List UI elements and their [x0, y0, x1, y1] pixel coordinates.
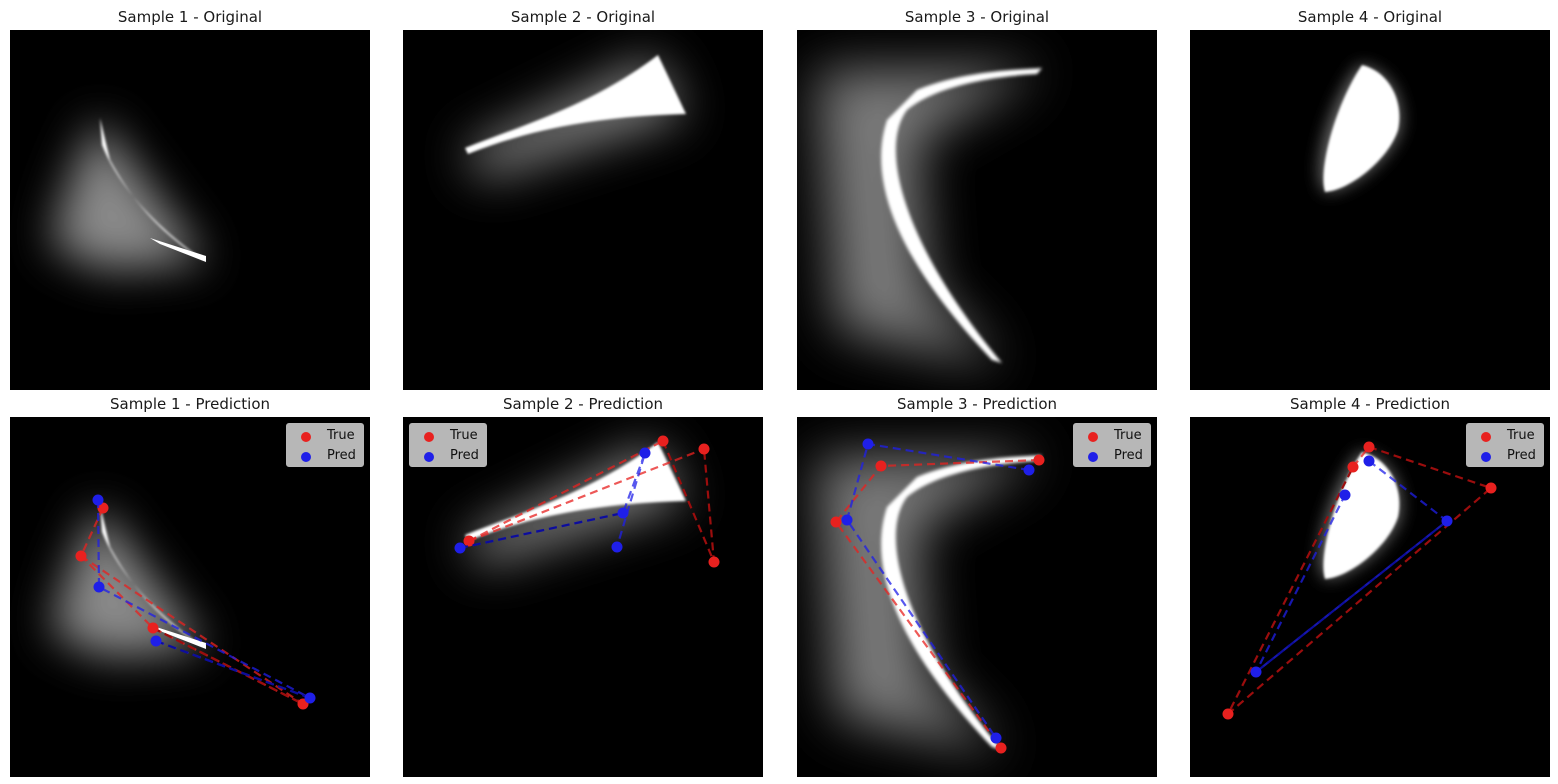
sample-4-prediction-title: Sample 4 - Prediction [1289, 395, 1451, 413]
legend: True Pred [1073, 423, 1151, 467]
true-keypoints [830, 454, 1045, 754]
pred-keypoints [92, 494, 316, 704]
true-marker-icon [424, 432, 434, 442]
sample-2-prediction-image: True Pred [403, 417, 763, 777]
true-keypoints [75, 502, 309, 710]
sample-2-prediction-title: Sample 2 - Prediction [502, 395, 664, 413]
pred-keypoints [841, 438, 1035, 744]
sample-3-prediction-image: True Pred [797, 417, 1157, 777]
sample-1-original-title: Sample 1 - Original [117, 8, 263, 26]
pred-marker-icon [1481, 452, 1491, 462]
legend-pred-label: Pred [1507, 448, 1536, 463]
sample-1-original-image [10, 30, 370, 390]
sample-4-original-title: Sample 4 - Original [1297, 8, 1443, 26]
sample-1-prediction-image: True Pred [10, 417, 370, 777]
legend-true-label: True [327, 428, 355, 443]
sample-2-original-image [403, 30, 763, 390]
pred-marker-icon [301, 452, 311, 462]
legend: True Pred [286, 423, 364, 467]
sample-1-prediction-title: Sample 1 - Prediction [109, 395, 271, 413]
true-marker-icon [301, 432, 311, 442]
sample-3-prediction-title: Sample 3 - Prediction [896, 395, 1058, 413]
true-marker-icon [1481, 432, 1491, 442]
true-marker-icon [1088, 432, 1098, 442]
legend-pred-label: Pred [327, 448, 356, 463]
pred-keypoints [454, 447, 651, 554]
legend-true-label: True [450, 428, 478, 443]
legend-pred-label: Pred [450, 448, 479, 463]
sample-4-prediction-image: True Pred [1190, 417, 1550, 777]
legend: True Pred [409, 423, 487, 467]
legend: True Pred [1466, 423, 1544, 467]
legend-true-label: True [1114, 428, 1142, 443]
pred-keypoints [1250, 455, 1453, 678]
pred-marker-icon [1088, 452, 1098, 462]
sample-3-original-image [797, 30, 1157, 390]
legend-pred-label: Pred [1114, 448, 1143, 463]
legend-true-label: True [1507, 428, 1535, 443]
sample-3-original-title: Sample 3 - Original [904, 8, 1050, 26]
sample-4-original-image [1190, 30, 1550, 390]
true-keypoints [1222, 441, 1497, 720]
sample-2-original-title: Sample 2 - Original [510, 8, 656, 26]
true-keypoints [463, 435, 720, 568]
pred-marker-icon [424, 452, 434, 462]
